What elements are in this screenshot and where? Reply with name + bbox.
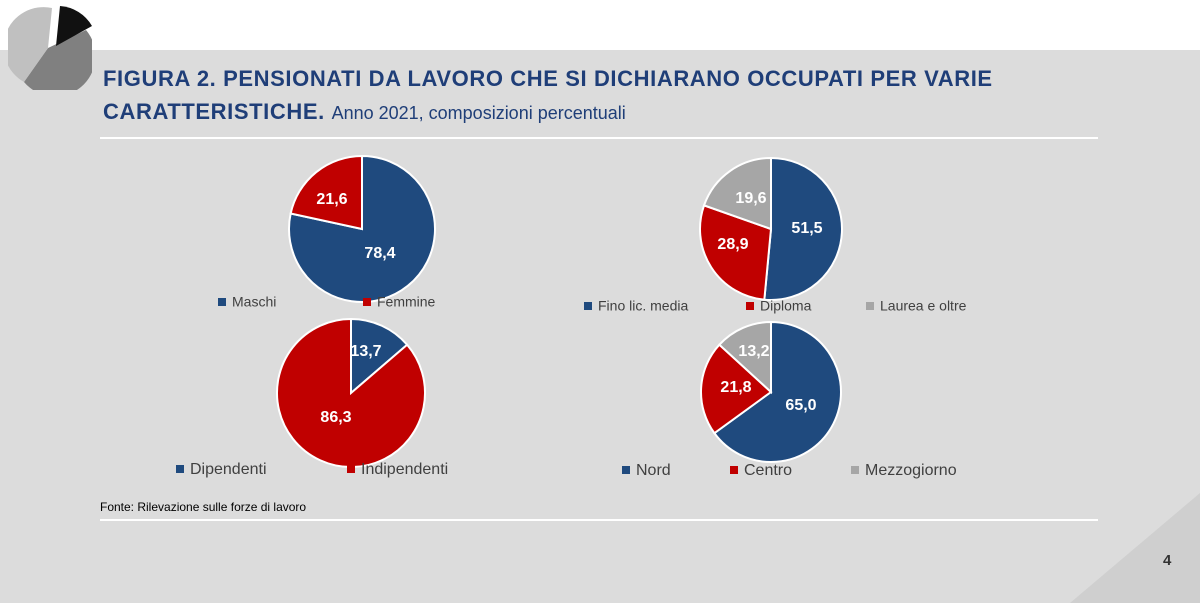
legend-label: Indipendenti [361,461,448,478]
data-label: 13,2 [738,343,769,360]
legend-marker [851,466,859,474]
pie-slice [700,343,773,435]
pie-slice [712,320,842,463]
legend-marker [730,466,738,474]
legend-label: Fino lic. media [598,298,688,314]
legend-marker [866,302,874,310]
legend-label: Nord [636,462,671,479]
figure-title: FIGURA 2. PENSIONATI DA LAVORO CHE SI DI… [103,62,1103,130]
legend-marker [218,298,226,306]
corner-decoration [1070,493,1200,603]
data-label: 19,6 [735,190,766,207]
source-note: Fonte: Rilevazione sulle forze di lavoro [100,500,307,514]
subtitle: Anno 2021, composizioni percentuali [331,103,626,123]
legend-label: Diploma [760,298,812,314]
legend-label: Mezzogiorno [865,462,957,479]
pie-slice [276,317,426,468]
data-label: 86,3 [320,409,351,426]
pie-slice [702,156,772,231]
legend-marker [347,465,355,473]
data-label: 51,5 [791,220,822,237]
pie-slice [350,317,409,396]
data-label: 21,6 [316,191,347,208]
pie-slice [289,154,363,231]
pie-slice [288,154,436,303]
bottom-divider [100,519,1098,521]
legend-marker [584,302,592,310]
pie-slice [717,320,772,395]
top-divider [100,137,1098,139]
legend-label: Maschi [232,294,276,310]
legend-marker [746,302,754,310]
legend-marker [622,466,630,474]
pie-logo-icon [8,6,92,90]
title-line-2: CARATTERISTICHE. Anno 2021, composizioni… [103,95,1103,130]
legend-marker [176,465,184,473]
pie-slice [699,204,773,301]
data-label: 21,8 [720,379,751,396]
title-line-2-bold: CARATTERISTICHE. [103,99,325,124]
legend-label: Centro [744,462,792,479]
legend-label: Femmine [377,294,436,310]
pie-slice [763,156,843,301]
slide-background [0,50,1200,603]
data-label: 65,0 [785,397,816,414]
page-number: 4 [1163,552,1172,569]
data-label: 13,7 [350,343,381,360]
data-label: 78,4 [364,245,395,262]
legend-label: Dipendenti [190,461,267,478]
legend-marker [363,298,371,306]
data-label: 28,9 [717,236,748,253]
legend-label: Laurea e oltre [880,298,967,314]
title-line-1: FIGURA 2. PENSIONATI DA LAVORO CHE SI DI… [103,66,993,91]
